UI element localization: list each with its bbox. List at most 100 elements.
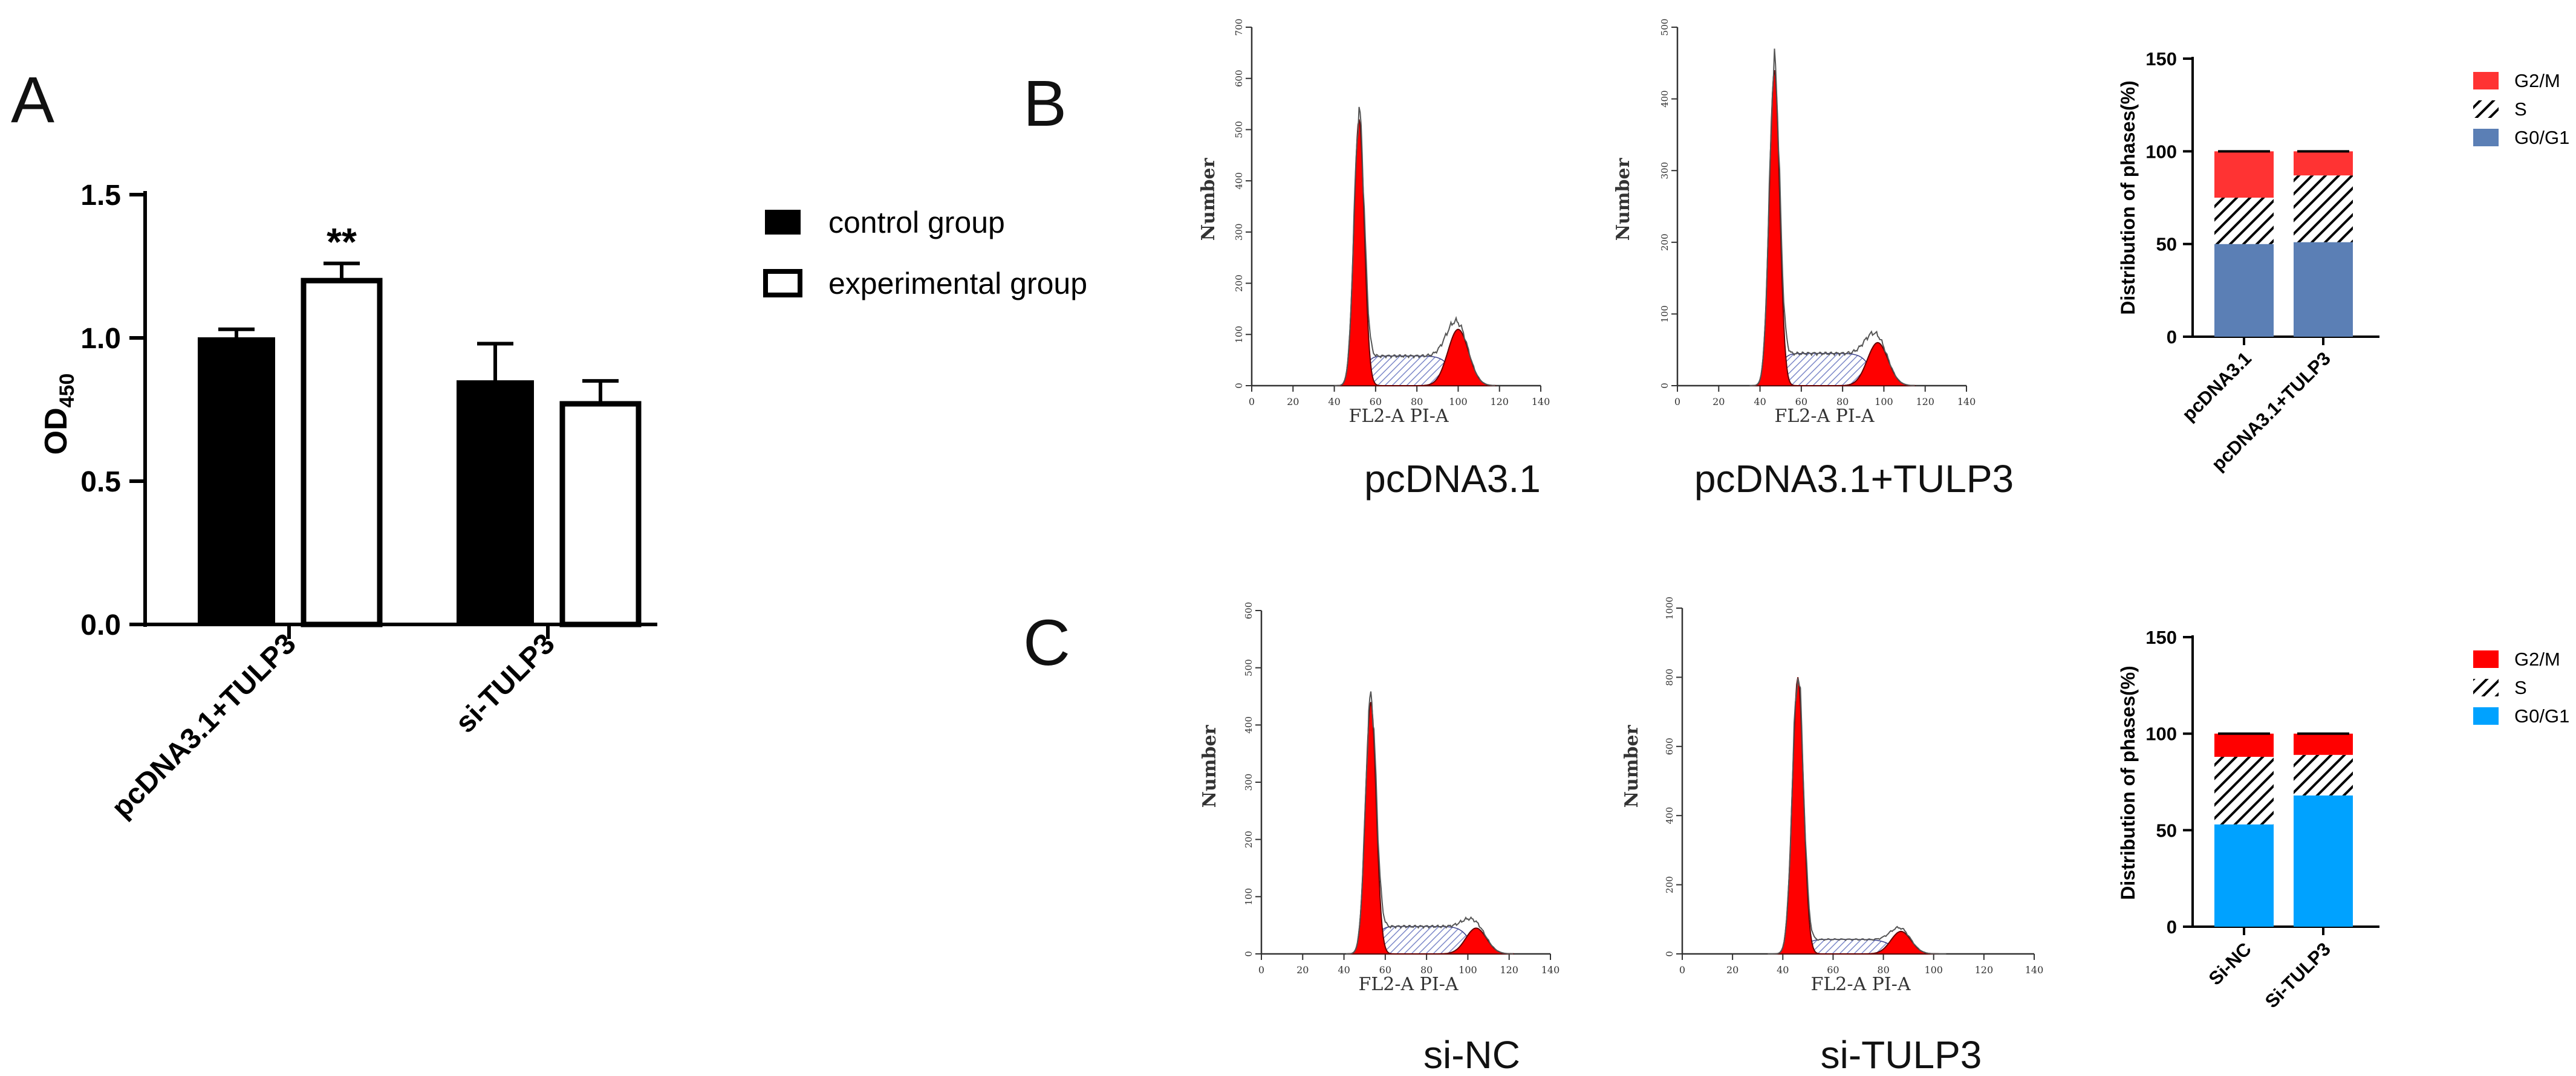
stacked-segment bbox=[2214, 244, 2274, 337]
panel-b-stacked-bar: 0 50 100 150 Distribution of phases(%) pcDNA3… bbox=[2117, 48, 2569, 475]
histogram-y-tick-label: 400 bbox=[1659, 90, 1670, 108]
histogram-y-tick-label: 800 bbox=[1664, 669, 1675, 686]
histogram-x-label: FL2-A PI-A bbox=[1775, 406, 1875, 427]
histogram-total-curve bbox=[1334, 106, 1495, 386]
histogram-x-tick-label: 60 bbox=[1827, 964, 1839, 976]
stacked-segment bbox=[2294, 151, 2353, 176]
histogram-x-tick-label: 120 bbox=[1500, 964, 1518, 976]
histogram-y-tick-label: 0 bbox=[1234, 383, 1244, 389]
stacked-segment bbox=[2294, 754, 2353, 796]
histogram-y-tick-label: 100 bbox=[1659, 305, 1670, 323]
legend-label: experimental group bbox=[828, 267, 1087, 300]
histogram-y-tick-label: 0 bbox=[1664, 951, 1675, 957]
y-axis-label: OD450 bbox=[39, 374, 79, 455]
histogram-y-tick-label: 400 bbox=[1234, 172, 1244, 190]
histogram-y-tick-label: 700 bbox=[1234, 19, 1244, 36]
histogram-x-tick-label: 60 bbox=[1370, 396, 1382, 407]
histogram-x-label: FL2-A PI-A bbox=[1811, 974, 1911, 995]
histogram-y-tick-label: 200 bbox=[1234, 274, 1244, 292]
histogram-y-tick-label: 500 bbox=[1659, 19, 1670, 36]
histogram-x-tick-label: 60 bbox=[1379, 964, 1391, 976]
histogram-y-tick-label: 100 bbox=[1234, 326, 1244, 343]
stacked-y-tick-label: 100 bbox=[2145, 724, 2177, 745]
histogram-caption: pcDNA3.1+TULP3 bbox=[1694, 457, 2014, 501]
stacked-category-label: Si-NC bbox=[2205, 938, 2256, 989]
stacked-segment bbox=[2214, 733, 2274, 757]
histogram-y-tick-label: 600 bbox=[1234, 70, 1244, 87]
histogram-x-tick-label: 80 bbox=[1411, 396, 1423, 407]
stacked-legend-swatch bbox=[2473, 72, 2499, 89]
stacked-segment bbox=[2214, 756, 2274, 825]
histogram-y-tick-label: 200 bbox=[1664, 876, 1675, 893]
histogram-y-tick-label: 0 bbox=[1659, 383, 1670, 389]
histogram-x-tick-label: 20 bbox=[1712, 396, 1725, 407]
histogram-y-tick-label: 300 bbox=[1243, 774, 1254, 791]
stacked-segment bbox=[2294, 795, 2353, 927]
stacked-y-tick-label: 50 bbox=[2156, 820, 2177, 841]
stacked-category-label: pcDNA3.1 bbox=[2178, 348, 2256, 425]
histogram-x-label: FL2-A PI-A bbox=[1349, 406, 1449, 427]
histogram-caption: si-TULP3 bbox=[1821, 1033, 1982, 1076]
panel-label-b: B bbox=[1023, 66, 1067, 140]
significance-label: ** bbox=[327, 220, 357, 264]
stacked-segment bbox=[2294, 242, 2353, 337]
bar bbox=[559, 401, 642, 627]
histogram-y-label: Number bbox=[1621, 724, 1642, 808]
histogram-x-tick-label: 140 bbox=[1957, 396, 1976, 407]
stacked-y-tick-label: 150 bbox=[2145, 48, 2177, 70]
histogram-x-tick-label: 80 bbox=[1420, 964, 1433, 976]
panel-b-histogram-2: 0 100 200 300 400 500 0 20 40 60 80 100 120 140 FL2-A … bbox=[1613, 19, 2014, 501]
bar bbox=[198, 337, 275, 625]
stacked-legend-swatch bbox=[2473, 707, 2499, 725]
histogram-x-tick-label: 0 bbox=[1674, 396, 1680, 407]
histogram-x-tick-label: 120 bbox=[1916, 396, 1934, 407]
histogram-total-curve bbox=[1346, 691, 1514, 954]
histogram-x-tick-label: 60 bbox=[1795, 396, 1807, 407]
histogram-x-tick-label: 40 bbox=[1754, 396, 1766, 407]
histogram-y-tick-label: 600 bbox=[1664, 737, 1675, 755]
histogram-x-tick-label: 140 bbox=[1532, 396, 1550, 407]
histogram-x-tick-label: 100 bbox=[1924, 964, 1943, 976]
histogram-g1-peak bbox=[1346, 702, 1514, 954]
histogram-y-label: Number bbox=[1613, 157, 1634, 241]
histogram-y-tick-label: 100 bbox=[1243, 888, 1254, 906]
stacked-segment bbox=[2214, 824, 2274, 927]
histogram-x-tick-label: 100 bbox=[1459, 964, 1477, 976]
histogram-y-tick-label: 1000 bbox=[1664, 597, 1675, 620]
histogram-caption: si-NC bbox=[1423, 1033, 1520, 1076]
histogram-x-tick-label: 40 bbox=[1328, 396, 1340, 407]
stacked-segment bbox=[2294, 733, 2353, 755]
histogram-y-tick-label: 500 bbox=[1234, 121, 1244, 138]
y-tick-label: 0.0 bbox=[80, 609, 121, 641]
panel-a-bars: ** bbox=[198, 220, 642, 627]
histogram-x-tick-label: 40 bbox=[1777, 964, 1789, 976]
histogram-y-tick-label: 400 bbox=[1664, 807, 1675, 825]
histogram-total-curve bbox=[1749, 48, 1915, 386]
histogram-y-tick-label: 600 bbox=[1243, 602, 1254, 620]
panel-c-histogram-2: 0 200 400 600 800 1000 0 20 40 60 80 100 120 140 FL2-A… bbox=[1621, 597, 2043, 1076]
histogram-x-tick-label: 80 bbox=[1836, 396, 1849, 407]
histogram-x-tick-label: 0 bbox=[1679, 964, 1685, 976]
histogram-x-tick-label: 100 bbox=[1875, 396, 1893, 407]
stacked-y-label: Distribution of phases(%) bbox=[2117, 666, 2139, 900]
histogram-x-tick-label: 20 bbox=[1287, 396, 1299, 407]
histogram-g1-peak bbox=[1334, 119, 1495, 386]
stacked-segment bbox=[2294, 175, 2353, 242]
histogram-x-tick-label: 0 bbox=[1249, 396, 1255, 407]
histogram-y-tick-label: 300 bbox=[1234, 224, 1244, 241]
category-label: si-TULP3 bbox=[449, 627, 561, 739]
histogram-x-tick-label: 120 bbox=[1490, 396, 1509, 407]
stacked-y-tick-label: 50 bbox=[2156, 234, 2177, 255]
histogram-x-tick-label: 0 bbox=[1258, 964, 1264, 976]
panel-a-ylabel: OD450 bbox=[39, 374, 79, 455]
legend-swatch bbox=[763, 269, 802, 297]
stacked-legend-swatch bbox=[2473, 100, 2499, 118]
stacked-y-label: Distribution of phases(%) bbox=[2117, 80, 2139, 315]
histogram-x-tick-label: 40 bbox=[1338, 964, 1350, 976]
stacked-legend-label: G0/G1 bbox=[2514, 705, 2569, 727]
bar bbox=[457, 380, 534, 625]
category-label: pcDNA3.1+TULP3 bbox=[106, 627, 302, 824]
histogram-y-tick-label: 500 bbox=[1243, 659, 1254, 676]
histogram-y-tick-label: 0 bbox=[1243, 951, 1254, 957]
